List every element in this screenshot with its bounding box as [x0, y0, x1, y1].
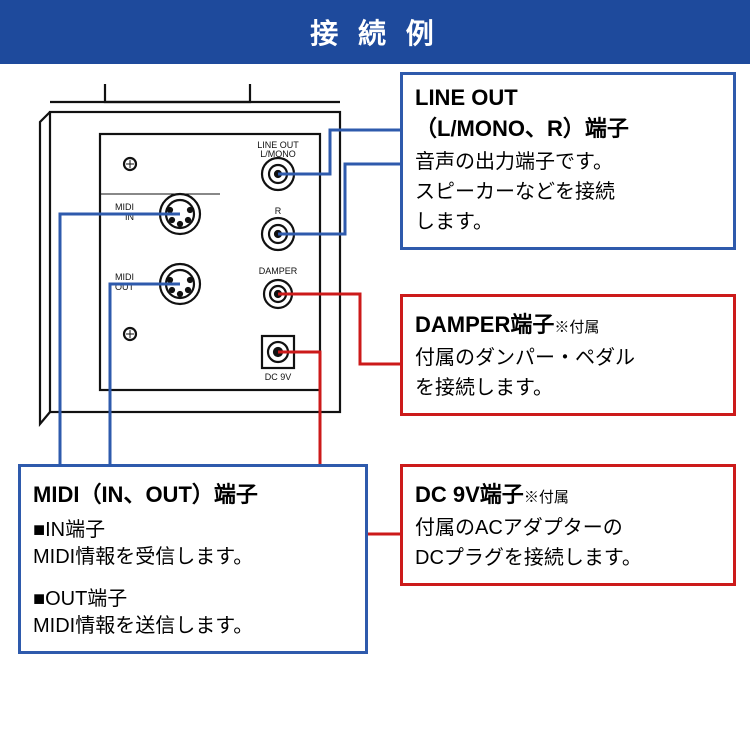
- callout-damper-note: ※付属: [554, 319, 599, 336]
- callout-lineout-title-2: （L/MONO、R）端子: [415, 116, 629, 141]
- svg-text:L/MONO: L/MONO: [260, 149, 296, 159]
- callout-midi-in-label: ■IN端子: [33, 513, 353, 542]
- label-midi-in-2: IN: [125, 212, 134, 222]
- callout-lineout-title-1: LINE OUT: [415, 85, 518, 110]
- callout-lineout-title: LINE OUT （L/MONO、R）端子: [415, 85, 721, 143]
- header-bar: 接 続 例: [0, 0, 750, 64]
- callout-dc9v-desc: 付属のACアダプターの DCプラグを接続します。: [415, 513, 721, 573]
- callout-damper-desc: 付属のダンパー・ペダル を接続します。: [415, 343, 721, 403]
- callout-midi-out-desc: MIDI情報を送信します。: [33, 611, 353, 641]
- label-r: R: [275, 206, 282, 216]
- header-title: 接 続 例: [310, 18, 440, 49]
- callout-lineout: LINE OUT （L/MONO、R）端子 音声の出力端子です。 スピーカーなど…: [400, 72, 736, 250]
- content-area: LINE OUT L/MONO R DAMPER DC 9V MIDI IN M…: [0, 64, 750, 754]
- label-damper: DAMPER: [259, 266, 298, 276]
- callout-dc9v-title: DC 9V端子※付属: [415, 477, 721, 509]
- callout-damper-title-text: DAMPER端子: [415, 312, 554, 337]
- callout-lineout-desc: 音声の出力端子です。 スピーカーなどを接続 します。: [415, 147, 721, 237]
- callout-midi-title: MIDI（IN、OUT）端子: [33, 477, 353, 509]
- label-midi-in-1: MIDI: [115, 202, 134, 212]
- device-diagram: LINE OUT L/MONO R DAMPER DC 9V MIDI IN M…: [10, 84, 380, 434]
- label-midi-out-1: MIDI: [115, 272, 134, 282]
- callout-midi: MIDI（IN、OUT）端子 ■IN端子 MIDI情報を受信します。 ■OUT端…: [18, 464, 368, 654]
- callout-damper-title: DAMPER端子※付属: [415, 307, 721, 339]
- callout-midi-out-label: ■OUT端子: [33, 582, 353, 611]
- callout-dc9v-note: ※付属: [524, 489, 569, 506]
- callout-dc9v: DC 9V端子※付属 付属のACアダプターの DCプラグを接続します。: [400, 464, 736, 586]
- callout-dc9v-title-text: DC 9V端子: [415, 482, 524, 507]
- label-dc9v: DC 9V: [265, 372, 292, 382]
- callout-damper: DAMPER端子※付属 付属のダンパー・ペダル を接続します。: [400, 294, 736, 416]
- label-midi-out-2: OUT: [115, 282, 135, 292]
- callout-midi-in-desc: MIDI情報を受信します。: [33, 542, 353, 572]
